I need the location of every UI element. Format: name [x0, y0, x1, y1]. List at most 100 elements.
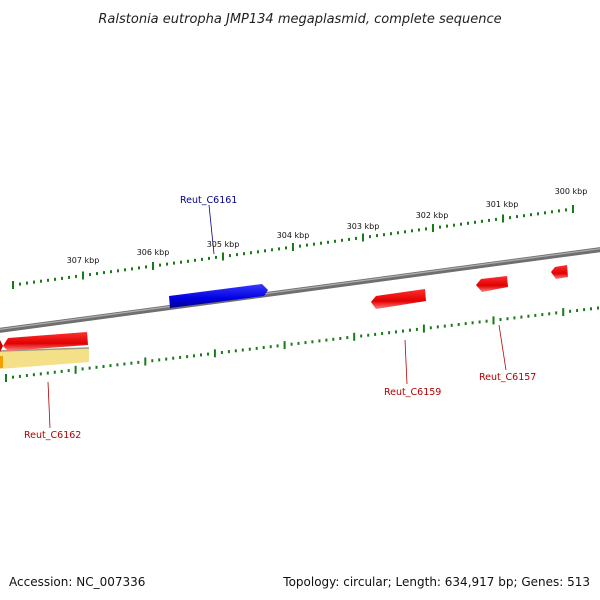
lower-row-minor-tick — [409, 328, 411, 332]
tick-label-303: 303 kbp — [347, 222, 380, 231]
upper-row-minor-tick — [516, 215, 518, 219]
lower-row-minor-tick — [241, 348, 244, 352]
upper-row-minor-tick — [243, 252, 245, 256]
lower-row-major-tick — [5, 374, 7, 382]
gene-Reut_C6161-arrow[interactable] — [169, 284, 268, 308]
upper-row-minor-tick — [453, 223, 455, 227]
lower-row-major-tick — [353, 332, 356, 341]
lower-row-minor-tick — [179, 355, 182, 359]
upper-row-minor-tick — [173, 261, 175, 265]
map-title: Ralstonia eutropha JMP134 megaplasmid, c… — [98, 12, 501, 27]
upper-row-minor-tick — [75, 274, 77, 278]
upper-row-minor-tick — [187, 259, 189, 263]
upper-row-major-tick — [152, 262, 154, 270]
lower-row-minor-tick — [81, 367, 84, 371]
lower-row-minor-tick — [200, 353, 202, 357]
lower-row-minor-tick — [429, 326, 432, 330]
lower-row-minor-tick — [193, 354, 195, 358]
lower-row-minor-tick — [513, 316, 516, 320]
upper-row-minor-tick — [551, 210, 553, 214]
upper-row-minor-tick — [334, 239, 336, 243]
lower-row-minor-tick — [46, 371, 49, 375]
lower-row-minor-tick — [18, 374, 21, 378]
upper-row-major-tick — [222, 252, 224, 261]
lower-row-minor-tick — [53, 370, 56, 374]
upper-row-minor-tick — [103, 271, 105, 275]
upper-row-minor-tick — [236, 253, 238, 257]
upper-row-minor-tick — [355, 236, 357, 240]
upper-row-minor-tick — [488, 218, 490, 222]
lower-row-minor-tick — [248, 347, 251, 351]
lower-row-minor-tick — [402, 329, 404, 333]
lower-row-minor-tick — [137, 360, 140, 364]
lower-row-minor-tick — [374, 332, 377, 336]
lower-row-minor-tick — [325, 338, 328, 342]
lower-row-minor-tick — [102, 365, 105, 368]
upper-row-minor-tick — [40, 279, 42, 283]
lower-row-minor-tick — [381, 332, 384, 335]
upper-row-minor-tick — [327, 240, 329, 244]
lower-row-minor-tick — [478, 320, 481, 324]
upper-row-minor-tick — [299, 244, 301, 248]
gene-label-Reut_C6162[interactable]: Reut_C6162 — [24, 430, 81, 441]
upper-row-minor-tick — [446, 224, 448, 228]
plasmid-backbone-highlight — [0, 248, 600, 330]
lower-row-minor-tick — [339, 337, 342, 340]
topology-summary-text: Topology: circular; Length: 634,917 bp; … — [282, 575, 590, 589]
lower-row-minor-tick — [186, 355, 189, 359]
upper-row-minor-tick — [530, 213, 532, 217]
upper-row-minor-tick — [313, 242, 315, 246]
lower-row-minor-tick — [297, 341, 300, 345]
lower-row-minor-tick — [165, 357, 168, 361]
upper-row-minor-tick — [264, 249, 266, 253]
upper-row-minor-tick — [509, 216, 511, 220]
lower-row-minor-tick — [590, 307, 592, 311]
upper-row-minor-tick — [523, 214, 525, 218]
lower-row-minor-tick — [541, 313, 544, 317]
upper-row-minor-tick — [467, 221, 469, 225]
gene-Reut_C6159-arrow[interactable] — [371, 289, 426, 309]
lower-row-minor-tick — [227, 350, 230, 354]
lower-row-minor-tick — [207, 352, 209, 356]
lower-row-minor-tick — [520, 315, 523, 319]
lower-row-minor-tick — [39, 372, 42, 376]
accession-text: Accession: NC_007336 — [9, 575, 145, 589]
lower-row-minor-tick — [269, 345, 272, 349]
upper-row-minor-tick — [404, 230, 406, 234]
gene-Reut_C6162-arrow[interactable] — [0, 332, 88, 352]
upper-row-major-tick — [572, 205, 574, 213]
gene-partial-right-arrow[interactable] — [551, 265, 568, 279]
upper-row-minor-tick — [145, 265, 147, 269]
upper-row-major-tick — [432, 224, 434, 232]
tick-label-305: 305 kbp — [207, 240, 240, 249]
upper-row-major-tick — [12, 281, 14, 289]
tick-label-300: 300 kbp — [555, 187, 588, 196]
upper-row-minor-tick — [89, 273, 91, 277]
gene-label-Reut_C6159[interactable]: Reut_C6159 — [384, 387, 441, 398]
upper-row-minor-tick — [159, 263, 161, 267]
upper-row-minor-tick — [411, 229, 413, 233]
upper-row-minor-tick — [61, 276, 63, 280]
upper-row-minor-tick — [19, 282, 21, 286]
lower-row-major-tick — [492, 316, 495, 325]
upper-row-minor-tick — [68, 275, 70, 279]
lower-row-major-tick — [213, 349, 216, 358]
upper-row-minor-tick — [166, 262, 168, 266]
lower-row-minor-tick — [311, 340, 314, 344]
lower-row-minor-tick — [276, 344, 279, 348]
lower-row-major-tick — [562, 308, 565, 317]
upper-row-minor-tick — [271, 248, 273, 252]
lower-row-minor-tick — [255, 346, 258, 350]
upper-row-minor-tick — [383, 233, 385, 237]
lower-row-minor-tick — [457, 323, 460, 326]
lower-row-minor-tick — [88, 366, 91, 370]
feature-band — [0, 347, 90, 369]
upper-row-minor-tick — [110, 270, 112, 274]
gene-label-Reut_C6157[interactable]: Reut_C6157 — [479, 372, 536, 383]
gene-label-Reut_C6161[interactable]: Reut_C6161 — [180, 195, 237, 206]
upper-row-minor-tick — [495, 217, 497, 221]
lower-row-minor-tick — [583, 308, 586, 312]
upper-row-minor-tick — [194, 258, 196, 262]
upper-row-minor-tick — [474, 220, 476, 224]
gene-Reut_C6157-arrow[interactable] — [476, 276, 508, 292]
